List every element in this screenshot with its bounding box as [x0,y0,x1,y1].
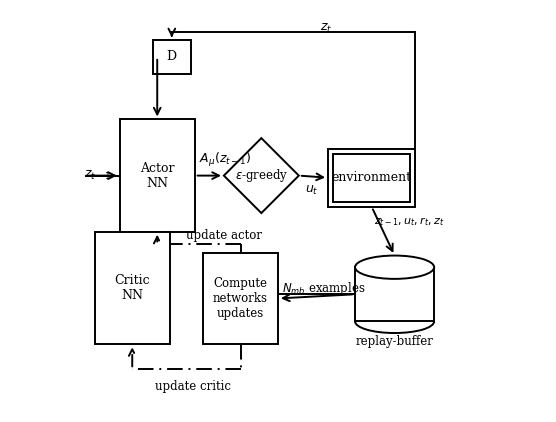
Bar [333,154,410,202]
Text: $z_t$: $z_t$ [320,22,332,35]
Polygon shape [224,138,299,213]
Text: $A_{\mu}(z_{t-1})$: $A_{\mu}(z_{t-1})$ [199,151,251,169]
Text: $z_{t-1}, u_t, r_t, z_t$: $z_{t-1}, u_t, r_t, z_t$ [374,215,444,228]
Bar [95,232,170,344]
Text: $z_{t-1}$: $z_{t-1}$ [85,169,112,182]
Text: D: D [167,50,177,63]
Text: Critic
NN: Critic NN [115,274,150,302]
Ellipse shape [355,256,434,279]
Text: update actor: update actor [186,229,262,242]
Bar [355,267,434,322]
Text: $N_{mb}$ examples: $N_{mb}$ examples [282,279,366,297]
Bar [120,119,195,232]
Text: $u_t$: $u_t$ [305,184,319,197]
Bar [328,149,415,207]
Text: replay-buffer: replay-buffer [356,335,434,348]
Text: $\epsilon$-greedy: $\epsilon$-greedy [235,167,288,184]
Text: Compute
networks
updates: Compute networks updates [213,277,268,320]
Text: environment: environment [331,171,412,184]
Text: update critic: update critic [155,380,231,392]
Text: Actor
NN: Actor NN [140,162,175,189]
Bar [153,40,191,73]
Bar [203,253,278,344]
